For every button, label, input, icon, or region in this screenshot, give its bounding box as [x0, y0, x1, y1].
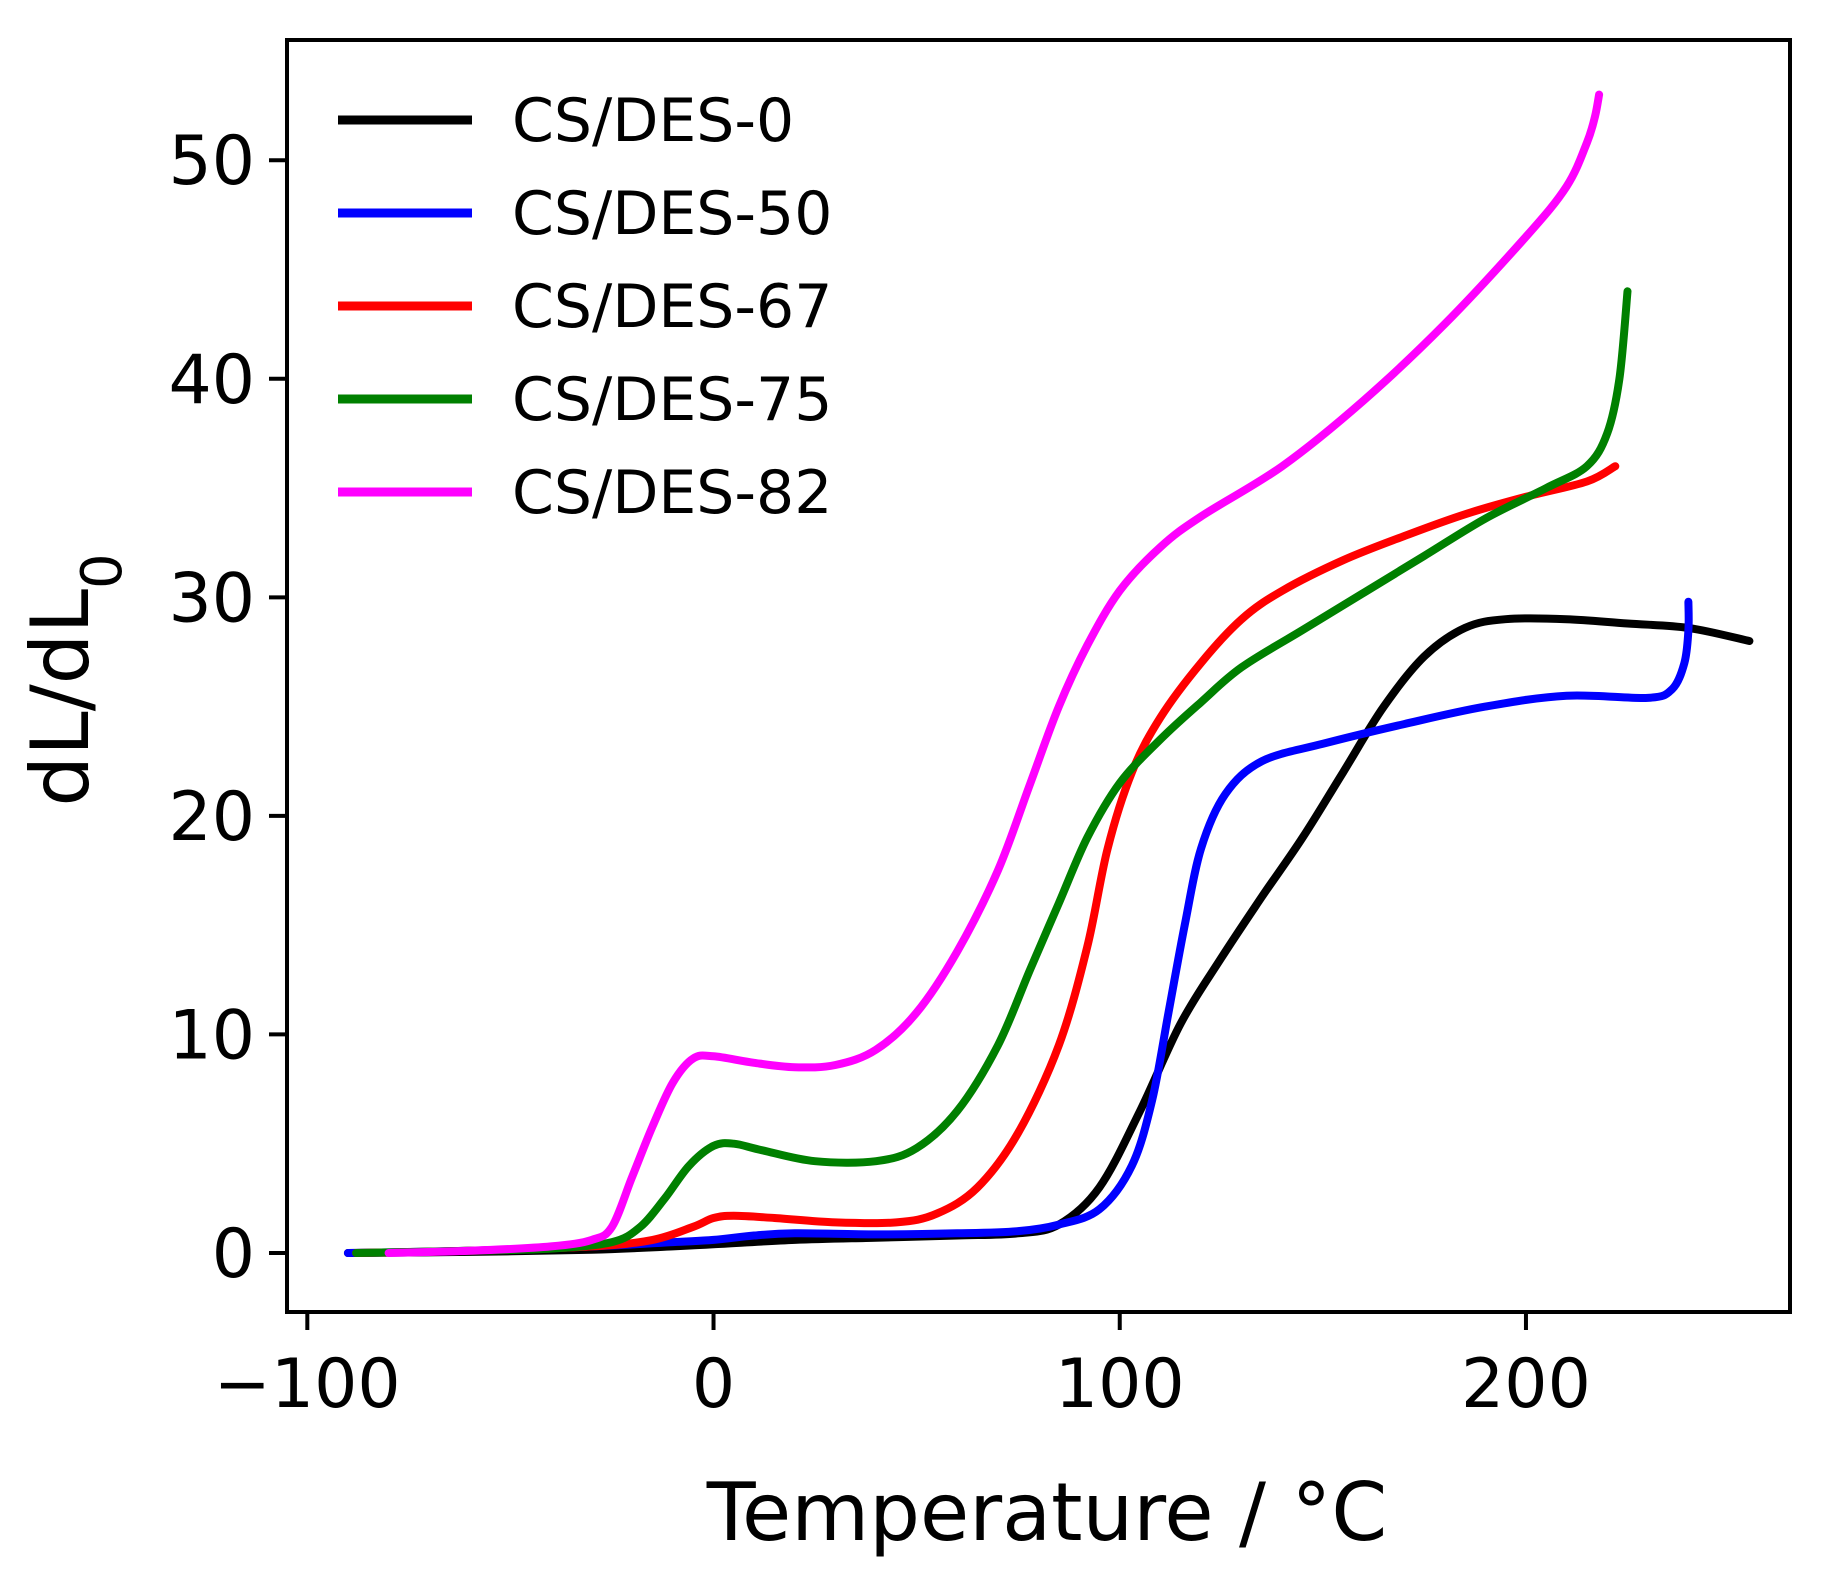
series-line-cs-des-75: [352, 287, 1632, 1257]
series-line-cs-des-82: [384, 90, 1604, 1257]
y-axis-title: dL/dL0: [14, 553, 135, 806]
y-tick-label: 10: [168, 996, 255, 1075]
y-axis-title-subscript: 0: [70, 553, 135, 589]
series-line-cs-des-67: [352, 462, 1620, 1257]
x-tick-label: 100: [1055, 1345, 1185, 1424]
series-line-cs-des-50: [343, 597, 1693, 1257]
y-tick-label: 50: [168, 122, 255, 201]
legend: CS/DES-0 CS/DES-50 CS/DES-67 CS/DES-75 CS/DE…: [338, 86, 832, 528]
y-tick-label: 40: [168, 341, 255, 420]
x-axis-title: Temperature / °C: [706, 1466, 1387, 1559]
x-tick-label: 0: [692, 1345, 735, 1424]
legend-label: CS/DES-82: [512, 458, 832, 528]
x-tick-label: 200: [1461, 1345, 1591, 1424]
legend-label: CS/DES-67: [512, 272, 832, 342]
y-tick-label: 20: [168, 778, 255, 857]
series-layer: [343, 90, 1754, 1257]
y-tick-label: 30: [168, 559, 255, 638]
legend-label: CS/DES-0: [512, 86, 794, 156]
y-tick-label: 0: [212, 1215, 255, 1294]
y-axis-title-main: dL/dL: [14, 589, 107, 807]
legend-label: CS/DES-75: [512, 365, 832, 435]
legend-label: CS/DES-50: [512, 179, 832, 249]
x-tick-label: −100: [214, 1345, 401, 1424]
plot-frame: [285, 38, 1792, 1314]
axes-layer: −100 0 100 200 0 10 20 30 40 50: [168, 38, 1792, 1424]
